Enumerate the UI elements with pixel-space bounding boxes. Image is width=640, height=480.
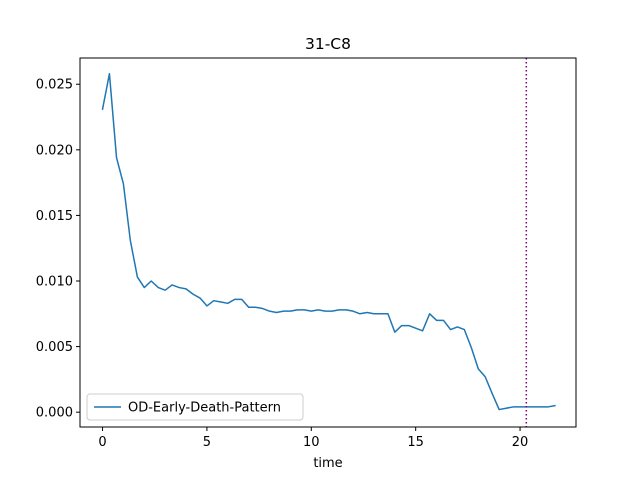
- chart-title: 31-C8: [305, 35, 351, 53]
- legend-box: [86, 393, 304, 421]
- x-tick-label: 5: [203, 435, 211, 450]
- x-tick-label: 10: [303, 435, 320, 450]
- y-tick-label: 0.025: [36, 78, 73, 93]
- x-axis-label: time: [313, 456, 342, 471]
- legend: OD-Early-Death-Pattern: [86, 393, 304, 421]
- legend-entry-label: OD-Early-Death-Pattern: [128, 401, 281, 416]
- series-line-0: [101, 72, 556, 411]
- x-tick-label: 0: [98, 435, 106, 450]
- plot-layer: [101, 58, 556, 427]
- y-tick-label: 0.010: [36, 275, 73, 290]
- x-tick-label: 15: [407, 435, 424, 450]
- y-tick-label: 0.005: [36, 340, 73, 355]
- ticks-layer: 0 5 10 15 20 0.000 0.005 0.010 0.015 0.020 0.025: [36, 78, 529, 450]
- plot-frame: [79, 57, 577, 428]
- x-tick-label: 20: [512, 435, 529, 450]
- y-tick-label: 0.000: [36, 406, 73, 421]
- y-tick-label: 0.020: [36, 143, 73, 158]
- y-tick-label: 0.015: [36, 209, 73, 224]
